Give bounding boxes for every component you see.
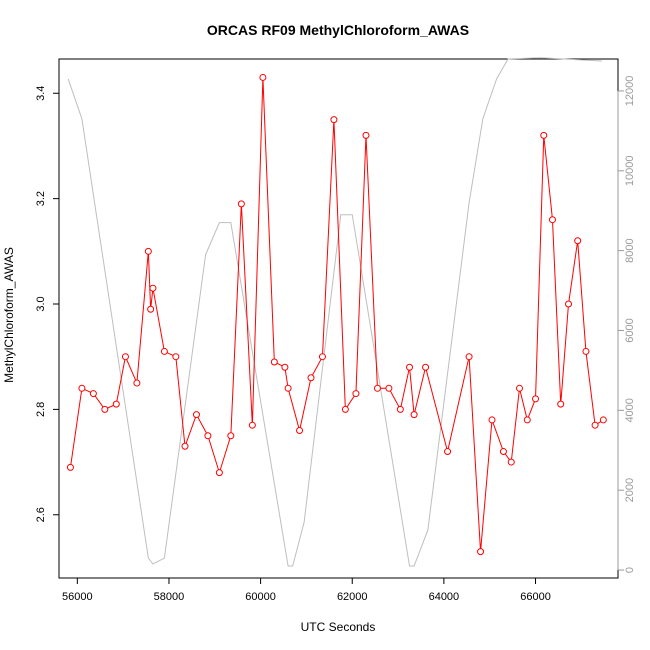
data-point	[149, 284, 157, 292]
data-point	[270, 358, 278, 366]
data-point	[557, 400, 565, 408]
data-point	[215, 469, 223, 477]
y-tick-label: 2.6	[35, 507, 47, 522]
data-point	[410, 411, 418, 419]
data-point	[227, 432, 235, 440]
data-point	[582, 347, 590, 355]
data-point	[396, 405, 404, 413]
data-point	[121, 353, 129, 361]
data-point	[591, 421, 599, 429]
y2-tick-label: 4000	[624, 398, 636, 422]
data-point	[488, 416, 496, 424]
data-point	[66, 463, 74, 471]
y2-tick-label: 2000	[624, 478, 636, 502]
x-tick-label: 66000	[520, 591, 551, 603]
data-point	[160, 347, 168, 355]
data-point	[259, 73, 267, 81]
data-point	[112, 400, 120, 408]
data-point	[330, 116, 338, 124]
data-point	[307, 374, 315, 382]
data-point	[385, 384, 393, 392]
y-tick-label: 3.2	[35, 191, 47, 206]
data-point	[341, 405, 349, 413]
y-tick-label: 2.8	[35, 402, 47, 417]
data-point	[192, 411, 200, 419]
data-point	[532, 395, 540, 403]
data-point	[318, 353, 326, 361]
data-point	[499, 448, 507, 456]
data-point	[101, 405, 109, 413]
data-point	[515, 384, 523, 392]
data-point	[507, 458, 515, 466]
data-point	[565, 300, 573, 308]
data-point	[465, 353, 473, 361]
y-tick-label: 3.0	[35, 296, 47, 311]
methylchloroform-line	[69, 77, 604, 552]
data-point	[204, 432, 212, 440]
methylchloroform-series	[66, 73, 607, 556]
x-axis-label: UTC Seconds	[301, 620, 376, 634]
data-point	[284, 384, 292, 392]
data-point	[523, 416, 531, 424]
data-point	[406, 363, 414, 371]
altitude-line	[67, 57, 602, 567]
data-point	[281, 363, 289, 371]
y2-tick-label: 6000	[624, 318, 636, 342]
data-point	[172, 353, 180, 361]
data-point	[477, 548, 485, 556]
data-point	[362, 131, 370, 139]
y2-tick-label: 8000	[624, 238, 636, 262]
data-point	[89, 390, 97, 398]
data-point	[373, 384, 381, 392]
y2-tick-label: 12000	[624, 76, 636, 107]
data-point	[422, 363, 430, 371]
y-tick-label: 3.4	[35, 86, 47, 101]
data-point	[599, 416, 607, 424]
y2-tick-label: 10000	[624, 155, 636, 186]
data-point	[78, 384, 86, 392]
data-point	[540, 131, 548, 139]
x-tick-label: 60000	[245, 591, 276, 603]
x-tick-label: 64000	[429, 591, 460, 603]
altitude-series	[67, 57, 602, 567]
y2-tick-label: 0	[624, 567, 636, 573]
data-point	[181, 442, 189, 450]
data-point	[574, 237, 582, 245]
data-point	[352, 390, 360, 398]
y-axis-label: MethylChloroform_AWAS	[2, 247, 16, 383]
data-point	[147, 305, 155, 313]
data-point	[248, 421, 256, 429]
data-point	[296, 426, 304, 434]
data-point	[237, 200, 245, 208]
data-point	[548, 216, 556, 224]
x-tick-label: 56000	[62, 591, 93, 603]
data-point	[444, 448, 452, 456]
data-point	[144, 247, 152, 255]
data-point	[133, 379, 141, 387]
x-tick-label: 58000	[154, 591, 185, 603]
axes: 56000 58000 60000 62000 64000 660002.62.83.03…	[35, 76, 636, 603]
chart-title: ORCAS RF09 MethylChloroform_AWAS	[207, 22, 469, 38]
x-tick-label: 62000	[337, 591, 368, 603]
